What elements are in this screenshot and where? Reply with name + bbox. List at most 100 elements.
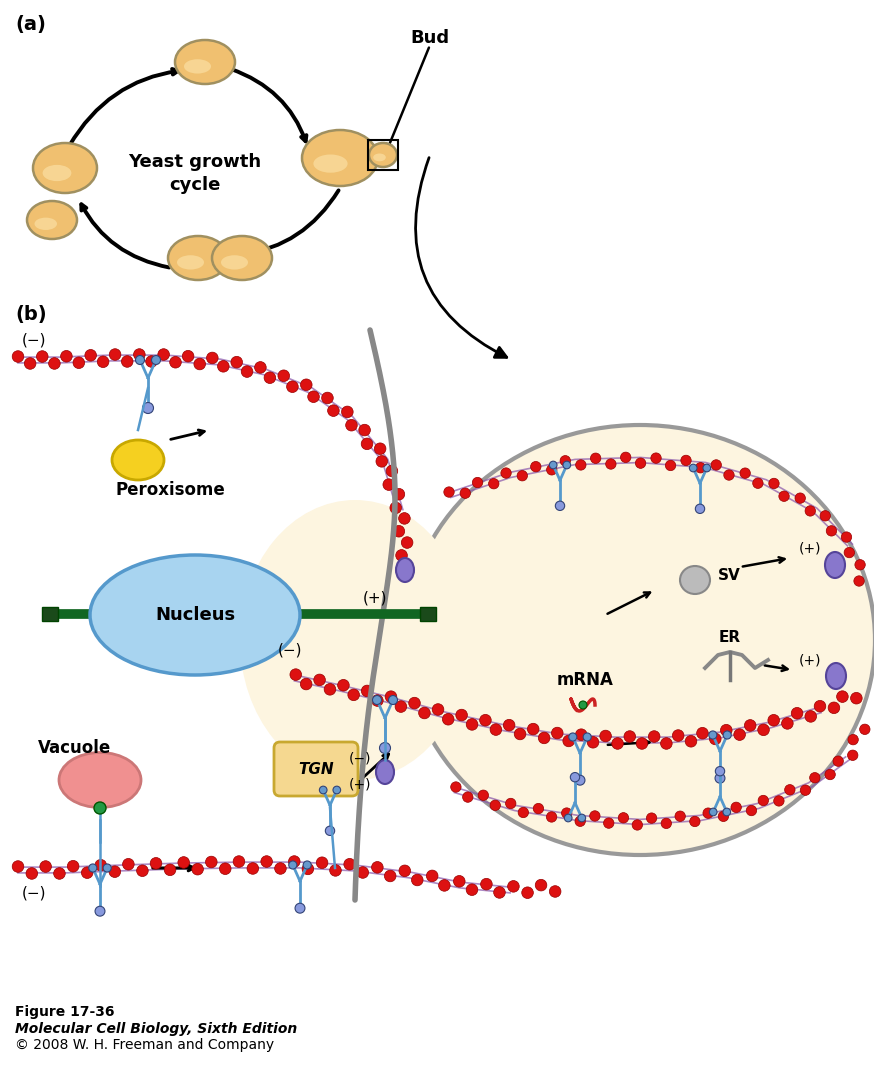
Circle shape [67,861,79,872]
Circle shape [505,799,516,808]
Circle shape [672,730,684,742]
Ellipse shape [168,236,228,280]
Circle shape [518,807,529,818]
Circle shape [709,731,717,739]
Circle shape [746,805,757,816]
Ellipse shape [90,555,300,675]
Text: ER: ER [719,630,741,645]
Circle shape [288,855,300,867]
Circle shape [442,714,454,725]
Circle shape [121,356,133,368]
Ellipse shape [240,500,470,780]
Circle shape [24,358,36,369]
Circle shape [37,351,48,362]
Text: (−): (−) [349,751,371,765]
Circle shape [522,887,533,898]
Circle shape [578,814,586,822]
Circle shape [357,866,369,878]
Circle shape [274,863,287,875]
Circle shape [583,733,591,741]
Circle shape [158,348,170,360]
Circle shape [850,693,862,704]
Ellipse shape [302,130,378,187]
Circle shape [379,743,391,754]
Circle shape [703,808,713,818]
Circle shape [489,478,499,489]
Text: (−): (−) [22,332,46,347]
Circle shape [231,356,242,368]
Circle shape [675,812,685,821]
Circle shape [81,867,93,878]
Text: SV: SV [718,567,741,582]
Circle shape [333,786,341,794]
Circle shape [561,808,572,818]
Circle shape [745,719,756,731]
Circle shape [374,443,386,455]
Circle shape [295,904,305,913]
Ellipse shape [314,154,348,173]
Circle shape [302,863,314,875]
Circle shape [359,425,371,436]
Circle shape [290,669,302,681]
Circle shape [314,674,325,686]
Circle shape [661,818,671,829]
Circle shape [604,818,614,829]
Ellipse shape [826,662,846,689]
Circle shape [494,887,505,898]
Circle shape [85,349,96,361]
Circle shape [303,861,311,869]
Circle shape [538,732,550,744]
Circle shape [665,460,676,471]
Circle shape [724,470,734,480]
Circle shape [439,880,450,891]
Circle shape [254,361,267,373]
Text: Nucleus: Nucleus [155,606,235,624]
Circle shape [218,360,229,372]
Circle shape [151,356,161,364]
Circle shape [194,358,205,370]
Circle shape [855,560,865,570]
Circle shape [591,453,600,463]
Text: (−): (−) [278,642,302,657]
Circle shape [49,358,60,369]
Ellipse shape [184,59,211,74]
Circle shape [563,461,571,468]
Circle shape [575,729,587,741]
Circle shape [399,512,410,524]
Circle shape [361,685,373,697]
Circle shape [690,816,700,827]
Circle shape [842,532,851,542]
Ellipse shape [221,255,248,269]
Circle shape [825,770,836,779]
Circle shape [401,537,413,549]
Circle shape [371,695,383,706]
Circle shape [329,865,341,876]
Circle shape [560,456,571,466]
Circle shape [122,859,135,870]
Circle shape [409,697,420,709]
Circle shape [829,702,840,714]
Circle shape [801,785,811,795]
Circle shape [848,734,858,745]
Text: (a): (a) [15,15,45,34]
Circle shape [427,870,438,881]
Circle shape [97,356,109,368]
Circle shape [205,857,217,868]
Circle shape [508,880,519,892]
Circle shape [546,464,557,475]
Circle shape [337,680,350,691]
Circle shape [278,370,289,382]
Circle shape [805,506,815,516]
Circle shape [103,864,111,872]
Circle shape [396,550,407,561]
Ellipse shape [369,143,397,167]
Circle shape [135,356,144,364]
Circle shape [555,501,565,510]
Ellipse shape [177,255,204,269]
Text: Bud: Bud [411,29,449,47]
Circle shape [241,366,253,377]
Text: (b): (b) [15,306,46,324]
Circle shape [478,790,489,801]
Circle shape [393,525,405,537]
Circle shape [94,802,106,814]
